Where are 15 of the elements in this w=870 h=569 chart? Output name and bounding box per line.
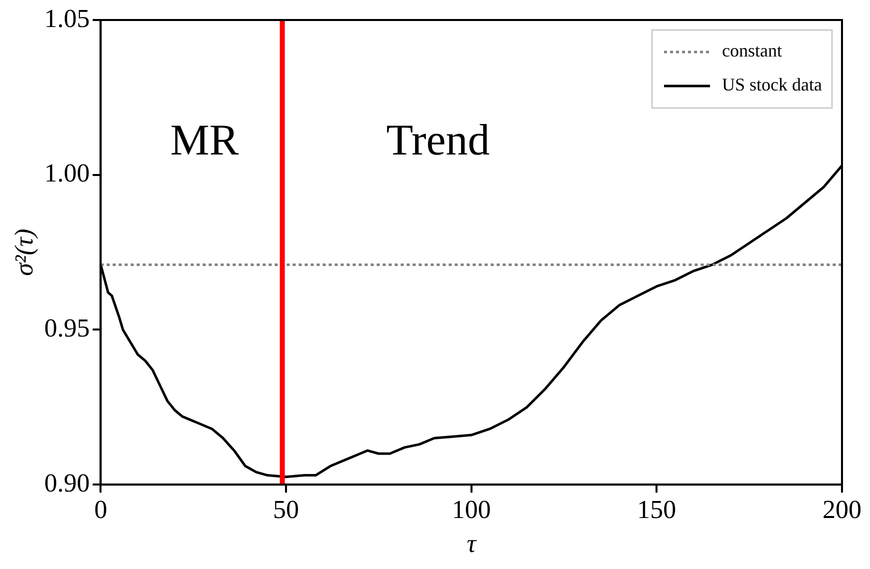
x-tick-label: 50 — [273, 495, 300, 524]
x-tick-label: 200 — [822, 495, 862, 524]
annotation: Trend — [386, 116, 490, 165]
x-tick-label: 100 — [452, 495, 491, 524]
y-tick-label: 0.95 — [44, 314, 90, 343]
y-axis-title: σ²(τ) — [9, 228, 38, 276]
y-tick-label: 1.00 — [44, 158, 90, 188]
legend-label: constant — [722, 40, 782, 61]
y-tick-label: 0.90 — [44, 468, 90, 498]
legend-label: US stock data — [722, 74, 822, 95]
x-tick-label: 0 — [94, 495, 108, 524]
x-tick-label: 150 — [637, 495, 676, 524]
x-axis-title: τ — [466, 529, 478, 558]
y-tick-label: 1.05 — [44, 4, 90, 33]
annotation: MR — [170, 116, 240, 165]
